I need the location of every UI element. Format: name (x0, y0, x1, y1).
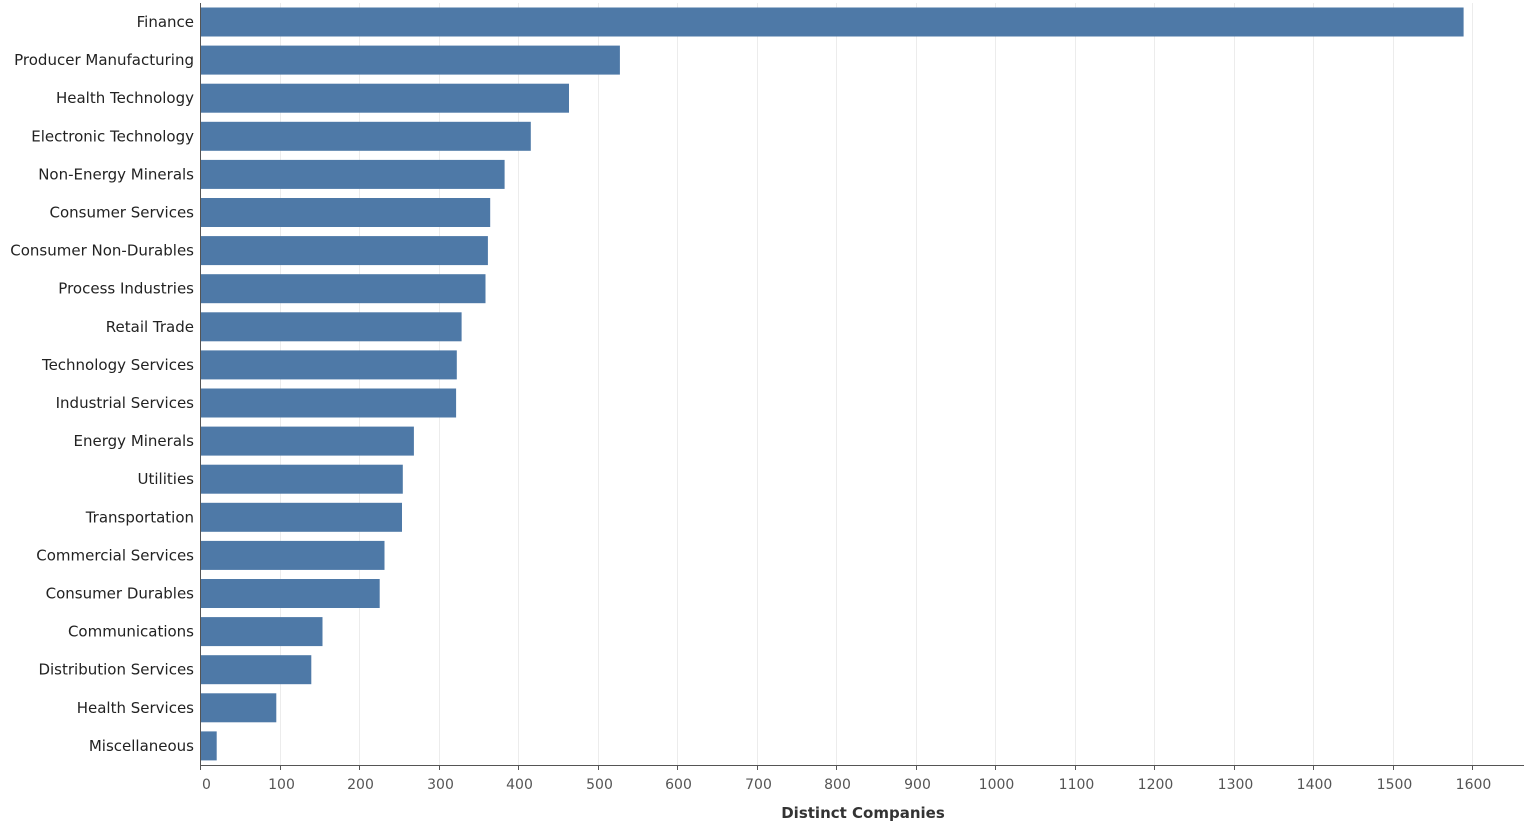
category-label: Consumer Services (49, 204, 194, 222)
bar-electronic-technology[interactable] (201, 121, 531, 151)
bar-miscellaneous[interactable] (201, 731, 217, 761)
bar-producer-manufacturing[interactable] (201, 45, 620, 75)
x-axis-title: Distinct Companies (781, 804, 945, 822)
category-label: Energy Minerals (74, 432, 195, 450)
category-label: Technology Services (41, 356, 194, 374)
x-tick-label: 0 (202, 777, 211, 793)
bar-finance[interactable] (201, 7, 1464, 37)
bar-commercial-services[interactable] (201, 540, 385, 570)
x-tick-label: 1400 (1297, 777, 1333, 793)
bar-communications[interactable] (201, 617, 323, 647)
bar-utilities[interactable] (201, 464, 403, 494)
bar-industrial-services[interactable] (201, 388, 457, 418)
gridlines (280, 3, 1473, 765)
x-tick-label: 1300 (1218, 777, 1254, 793)
category-label: Producer Manufacturing (14, 51, 194, 69)
bar-distribution-services[interactable] (201, 655, 312, 685)
x-tick-label: 700 (745, 777, 772, 793)
x-tick-label: 200 (347, 777, 374, 793)
x-tick-label: 1000 (979, 777, 1015, 793)
bar-transportation[interactable] (201, 502, 402, 532)
x-tick-label: 100 (268, 777, 295, 793)
x-tick-label: 1100 (1059, 777, 1095, 793)
x-axis: 0 100 200 300 400 500 600 700 800 900 1000 1100 1200… (200, 3, 1524, 793)
bar-technology-services[interactable] (201, 350, 457, 380)
bar-health-technology[interactable] (201, 83, 569, 113)
category-label: Commercial Services (36, 546, 194, 564)
category-label: Non-Energy Minerals (38, 165, 194, 183)
category-label: Utilities (138, 470, 195, 488)
bar-retail-trade[interactable] (201, 312, 462, 342)
bars (201, 7, 1464, 761)
bar-health-services[interactable] (201, 693, 277, 723)
category-label: Finance (137, 13, 194, 31)
category-label: Communications (68, 623, 194, 641)
category-label: Retail Trade (106, 318, 194, 336)
category-label: Electronic Technology (31, 127, 194, 145)
bar-non-energy-minerals[interactable] (201, 159, 505, 189)
bar-energy-minerals[interactable] (201, 426, 414, 456)
category-label: Health Technology (56, 89, 194, 107)
x-tick-label: 300 (427, 777, 454, 793)
x-tick-label: 1200 (1138, 777, 1174, 793)
category-label: Process Industries (58, 280, 194, 298)
bar-consumer-services[interactable] (201, 198, 491, 227)
x-tick-label: 500 (586, 777, 613, 793)
x-tick-label: 800 (824, 777, 851, 793)
bar-process-industries[interactable] (201, 274, 486, 304)
bar-consumer-durables[interactable] (201, 579, 380, 608)
category-label: Transportation (85, 508, 194, 526)
category-label: Miscellaneous (89, 737, 194, 755)
category-label: Distribution Services (38, 661, 194, 679)
category-label: Consumer Durables (46, 585, 195, 603)
category-label: Consumer Non-Durables (10, 242, 194, 260)
x-tick-label: 400 (506, 777, 533, 793)
x-tick-label: 600 (665, 777, 692, 793)
x-tick-label: 1500 (1377, 777, 1413, 793)
bar-consumer-non-durables[interactable] (201, 236, 488, 266)
x-tick-label: 900 (904, 777, 931, 793)
category-label: Health Services (77, 699, 194, 717)
x-tick-label: 1600 (1456, 777, 1492, 793)
category-labels: Finance Producer Manufacturing Health Tech… (10, 13, 194, 755)
category-label: Industrial Services (56, 394, 195, 412)
